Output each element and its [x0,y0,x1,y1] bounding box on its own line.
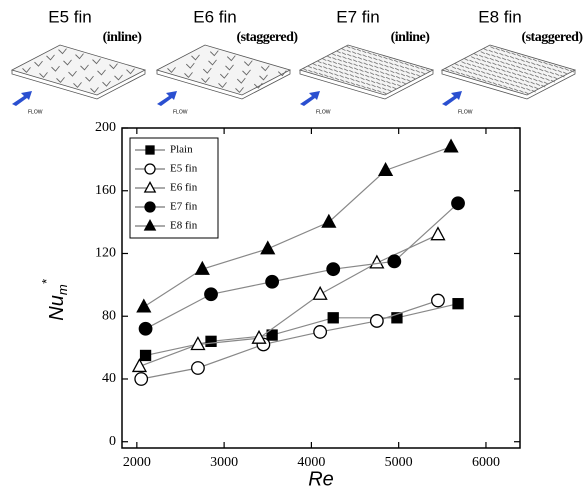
legend-label: E5 fin [170,163,198,175]
flow-label: FLOW [173,109,188,115]
panel-title: E7 fin [336,7,379,26]
figure: E5 fin(inline)FLOWE6 fin(staggered)FLOWE… [0,0,584,491]
fin-panel: E8 fin(staggered) FLOW [442,7,583,115]
legend-label: E7 fin [170,201,198,213]
y-label-base: Nu [46,295,68,321]
data-point [370,256,383,268]
data-point [432,294,445,307]
data-point [314,287,327,299]
panel-arrangement: (inline) [103,30,143,45]
fin-plate [12,45,145,95]
data-point [322,215,335,227]
x-tick-label: 3000 [210,455,238,470]
legend-label: E6 fin [170,182,198,194]
data-point [431,228,444,240]
x-tick-label: 2000 [123,455,151,470]
fin-panel: E7 fin (inline) FLOW [300,7,433,115]
data-point [445,140,458,152]
flow-arrow [442,91,462,106]
legend-marker [146,146,154,154]
data-point [205,288,218,301]
page: E5 fin(inline)FLOWE6 fin(staggered)FLOWE… [0,0,584,491]
x-axis-label: Re [308,468,334,490]
data-point [192,362,205,375]
x-tick-label: 6000 [472,455,500,470]
flow-arrow [12,91,32,106]
flow-label: FLOW [316,109,331,115]
x-tick-label: 5000 [385,455,413,470]
data-point [261,242,274,254]
flow-arrow [157,91,177,106]
y-label-sup: * [39,278,54,284]
data-point [266,275,279,288]
flow-label: FLOW [28,109,43,115]
fin-plate [157,45,290,95]
data-point [133,359,146,371]
data-point [141,350,151,360]
data-point [328,313,338,323]
y-tick-label: 80 [102,308,116,323]
data-point [452,197,465,210]
y-tick-label: 160 [95,183,116,198]
data-point [135,373,148,386]
fin-panel: E5 fin (inline) FLOW [12,7,145,115]
data-point [327,263,340,276]
fin-panel: E6 fin(staggered) FLOW [157,7,298,115]
y-tick-label: 40 [102,371,116,386]
legend-label: Plain [170,144,193,156]
panel-title: E6 fin [193,7,236,26]
panel-arrangement: (staggered) [236,30,298,45]
flow-arrow [300,91,320,106]
data-point [388,255,401,268]
panel-title: E5 fin [48,7,91,26]
y-tick-label: 120 [95,246,116,261]
legend-label: E8 fin [170,220,198,232]
legend-marker [145,202,155,212]
data-point [453,299,463,309]
panel-title: E8 fin [478,7,521,26]
data-point [314,326,327,339]
y-tick-label: 200 [95,120,116,135]
data-point [371,315,384,328]
legend-marker [145,164,155,174]
data-point [206,336,216,346]
y-tick-label: 0 [109,434,116,449]
data-point [139,323,152,336]
y-label-sub: m [55,284,70,295]
panel-arrangement: (staggered) [521,30,583,45]
y-axis-label: Num* [39,278,70,320]
data-point [137,300,150,312]
panel-arrangement: (inline) [391,30,431,45]
flow-label: FLOW [458,109,473,115]
